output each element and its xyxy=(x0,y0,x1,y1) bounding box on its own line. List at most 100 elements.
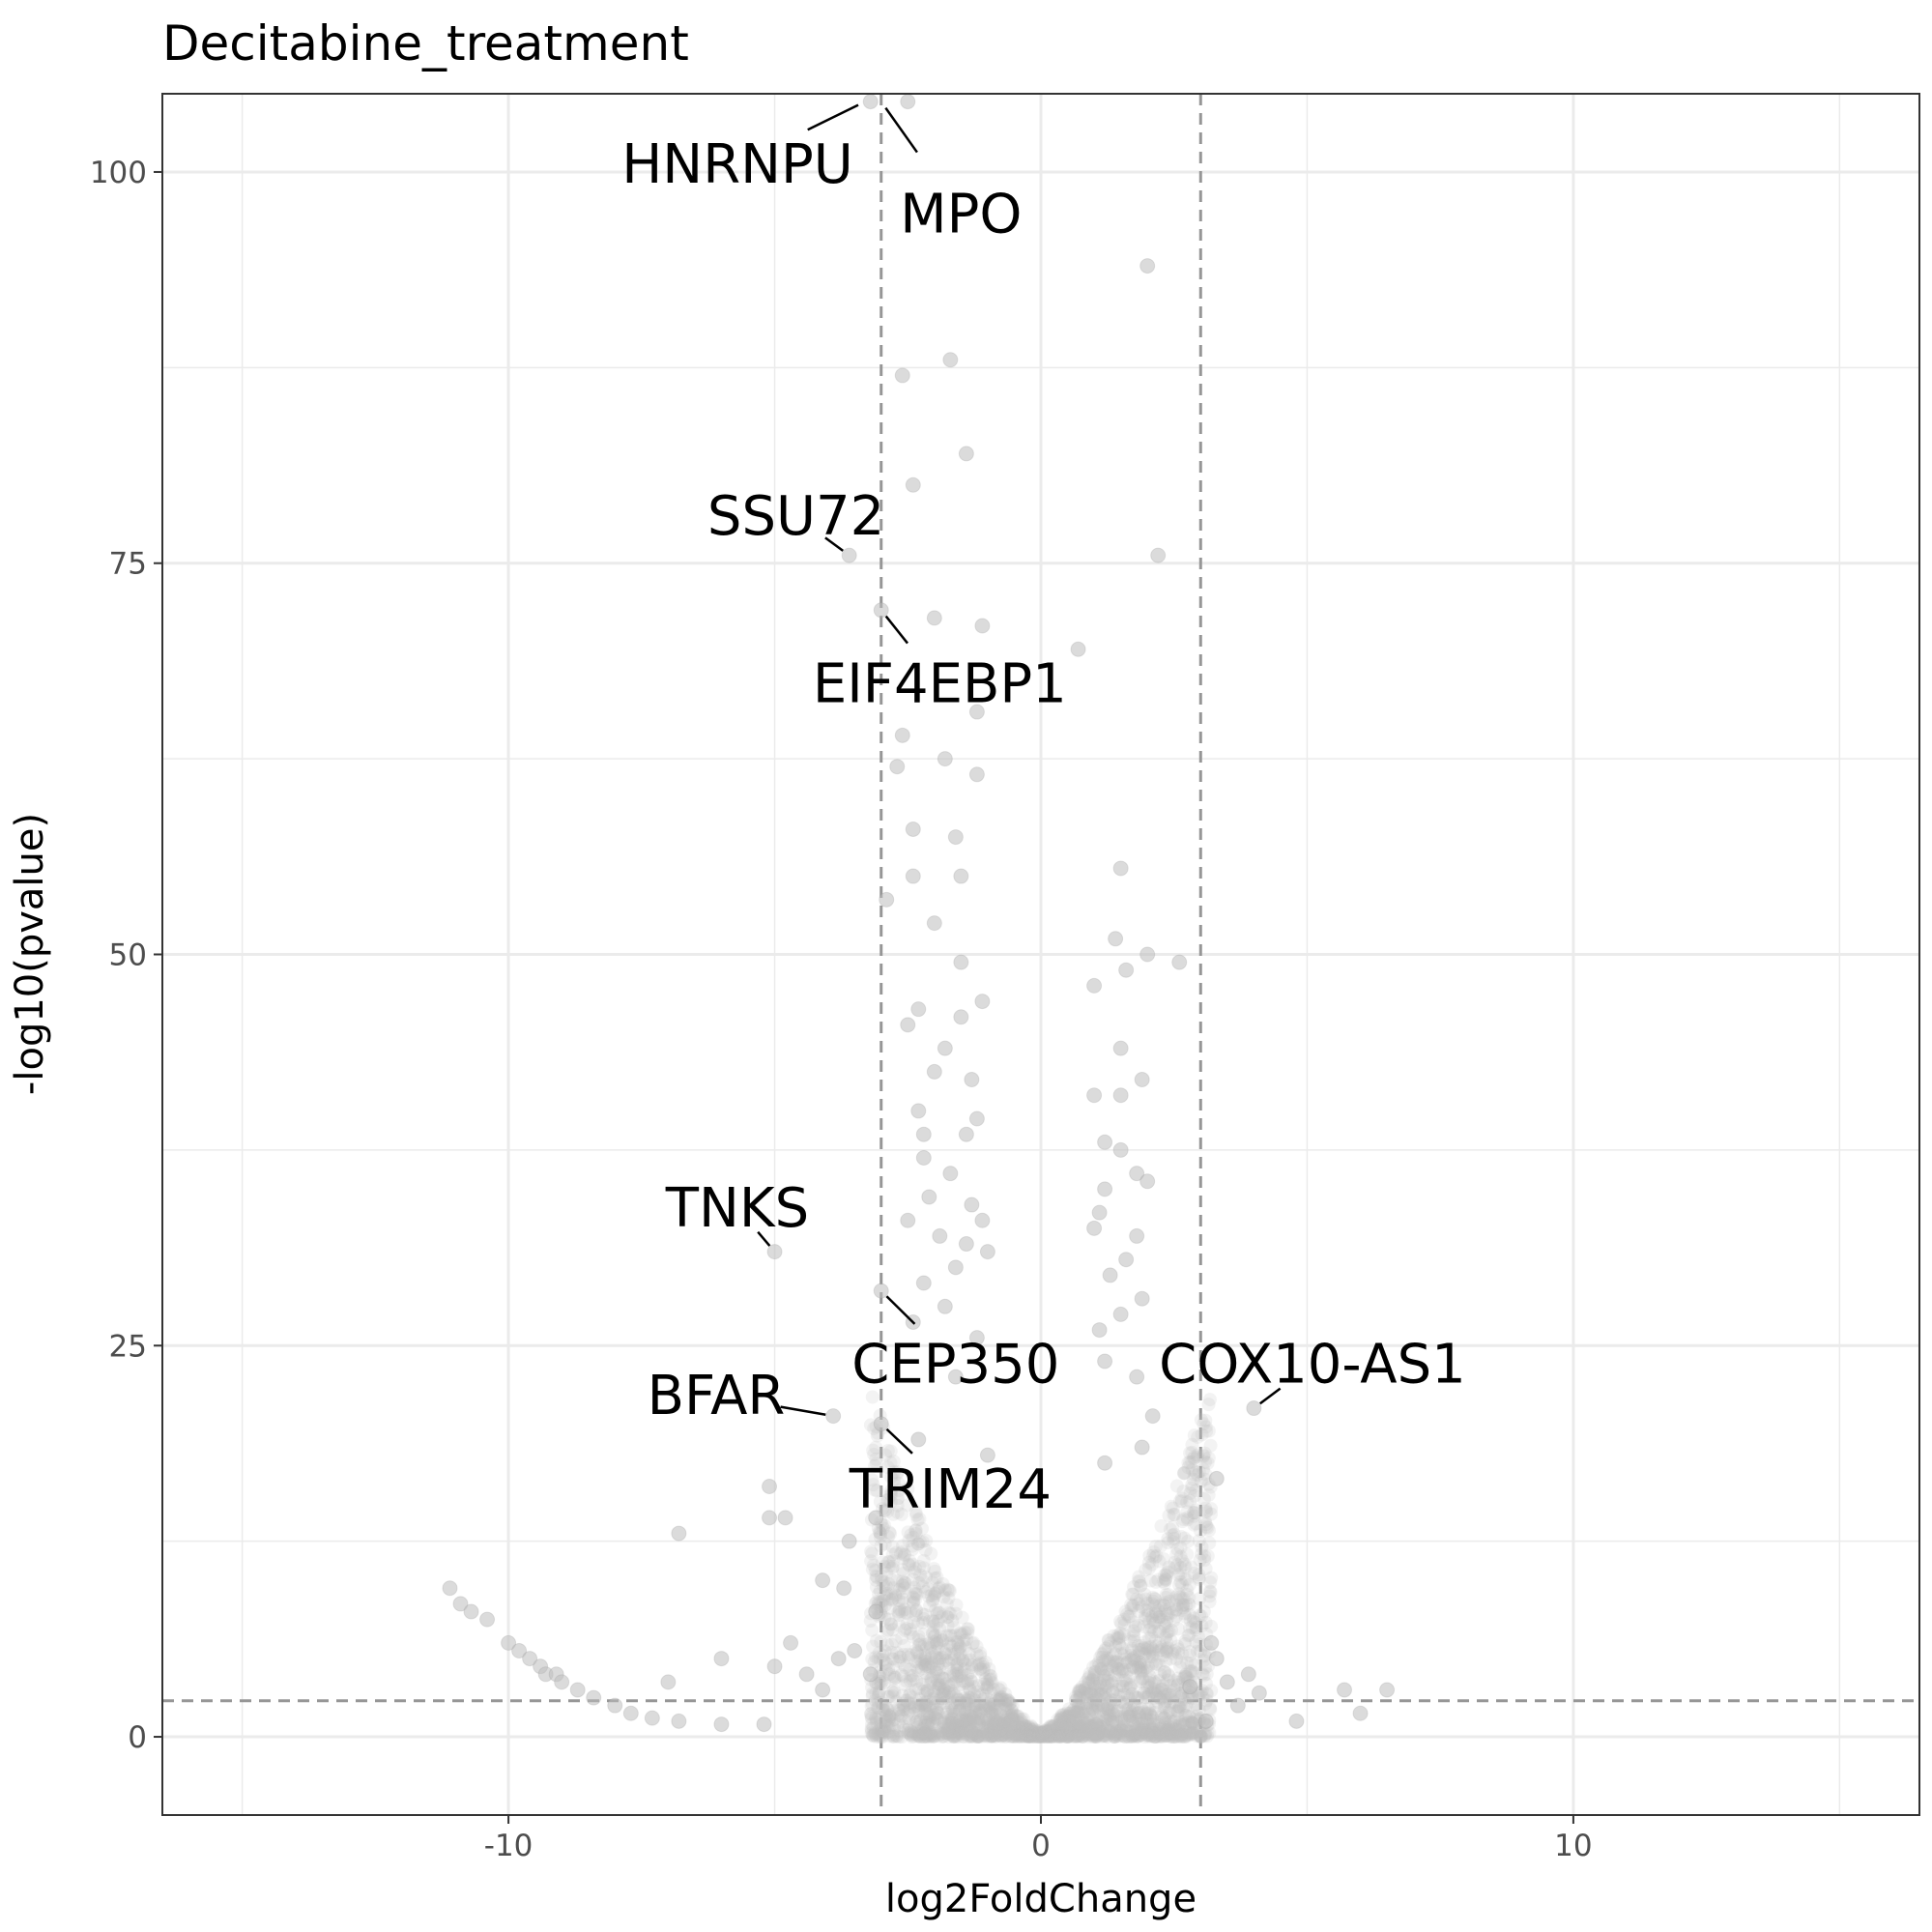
background-point xyxy=(984,1672,998,1687)
background-point xyxy=(1140,1729,1155,1744)
background-point xyxy=(923,1599,937,1613)
background-point xyxy=(1088,1679,1103,1693)
background-point xyxy=(1170,1703,1185,1717)
data-point xyxy=(1182,1679,1198,1695)
background-point xyxy=(896,1578,910,1593)
background-point xyxy=(953,1695,967,1710)
background-point xyxy=(865,1546,879,1561)
background-point xyxy=(932,1678,946,1692)
background-point xyxy=(1176,1598,1191,1612)
background-point xyxy=(890,1573,905,1588)
background-point xyxy=(1194,1729,1208,1744)
background-point xyxy=(1026,1725,1041,1740)
background-point xyxy=(1091,1686,1106,1700)
background-point xyxy=(889,1694,904,1709)
background-point xyxy=(916,1553,931,1568)
background-point xyxy=(1086,1696,1101,1711)
background-point xyxy=(872,1730,886,1745)
background-point xyxy=(1024,1727,1039,1742)
background-point xyxy=(926,1593,940,1607)
background-point xyxy=(1182,1577,1197,1592)
background-point xyxy=(876,1648,890,1662)
background-point xyxy=(943,1684,958,1698)
background-point xyxy=(1069,1693,1083,1708)
background-point xyxy=(1146,1545,1161,1560)
background-point xyxy=(1198,1413,1213,1427)
background-point xyxy=(908,1655,923,1669)
background-point xyxy=(1192,1534,1206,1548)
background-point xyxy=(874,1695,888,1710)
background-point xyxy=(1059,1719,1074,1734)
background-point xyxy=(925,1730,939,1745)
background-point xyxy=(1006,1727,1021,1742)
background-point xyxy=(868,1693,882,1708)
background-point xyxy=(887,1686,902,1700)
background-point xyxy=(915,1573,930,1588)
background-point xyxy=(918,1687,933,1701)
background-point xyxy=(892,1618,907,1632)
background-point xyxy=(1100,1729,1114,1744)
background-point xyxy=(977,1662,992,1677)
background-point xyxy=(1007,1727,1022,1742)
background-point xyxy=(1186,1716,1200,1731)
background-point xyxy=(1053,1724,1068,1739)
background-point xyxy=(964,1708,978,1722)
background-point xyxy=(883,1494,898,1509)
background-point xyxy=(931,1658,945,1672)
background-point xyxy=(1154,1682,1168,1696)
background-point xyxy=(972,1729,987,1744)
background-point xyxy=(1108,1729,1122,1744)
background-point xyxy=(937,1583,952,1598)
background-point xyxy=(1123,1724,1138,1739)
background-point xyxy=(1199,1504,1214,1518)
background-point xyxy=(892,1582,907,1597)
background-point xyxy=(923,1659,937,1674)
background-point xyxy=(1070,1705,1084,1719)
background-point xyxy=(991,1682,1005,1696)
background-point xyxy=(969,1647,984,1661)
background-point xyxy=(897,1547,911,1562)
background-point xyxy=(1120,1710,1135,1724)
background-point xyxy=(1055,1715,1070,1729)
background-point xyxy=(1195,1684,1209,1698)
background-point xyxy=(984,1719,998,1734)
background-point xyxy=(1144,1620,1159,1634)
background-point xyxy=(1011,1725,1025,1740)
background-point xyxy=(1081,1707,1096,1721)
background-point xyxy=(976,1665,991,1680)
background-point xyxy=(870,1633,884,1648)
background-point xyxy=(1012,1723,1026,1738)
background-point xyxy=(1178,1714,1193,1728)
background-point xyxy=(988,1708,1002,1722)
background-point xyxy=(969,1730,984,1745)
background-point xyxy=(961,1622,975,1636)
background-point xyxy=(879,1663,893,1678)
background-point xyxy=(940,1726,955,1741)
background-point xyxy=(1081,1687,1096,1702)
background-point xyxy=(1099,1663,1113,1678)
background-point xyxy=(968,1726,983,1741)
background-point xyxy=(1043,1718,1057,1733)
background-point xyxy=(1163,1726,1177,1741)
background-point xyxy=(1167,1508,1181,1522)
background-point xyxy=(1152,1721,1167,1736)
background-point xyxy=(1096,1699,1110,1714)
background-point xyxy=(880,1718,895,1733)
background-point xyxy=(911,1727,926,1742)
background-point xyxy=(1015,1723,1029,1738)
background-point xyxy=(1124,1653,1139,1667)
background-point xyxy=(1106,1715,1120,1729)
data-point xyxy=(926,1063,942,1080)
background-point xyxy=(1195,1619,1209,1633)
background-point xyxy=(1005,1708,1020,1722)
background-point xyxy=(922,1709,937,1723)
background-point xyxy=(1081,1719,1095,1734)
background-point xyxy=(1141,1722,1156,1737)
background-point xyxy=(998,1724,1013,1739)
background-point xyxy=(928,1572,942,1586)
data-point xyxy=(942,1166,959,1182)
background-point xyxy=(1085,1702,1100,1716)
background-point xyxy=(941,1730,956,1745)
background-point xyxy=(924,1676,938,1690)
background-point xyxy=(1158,1596,1172,1610)
